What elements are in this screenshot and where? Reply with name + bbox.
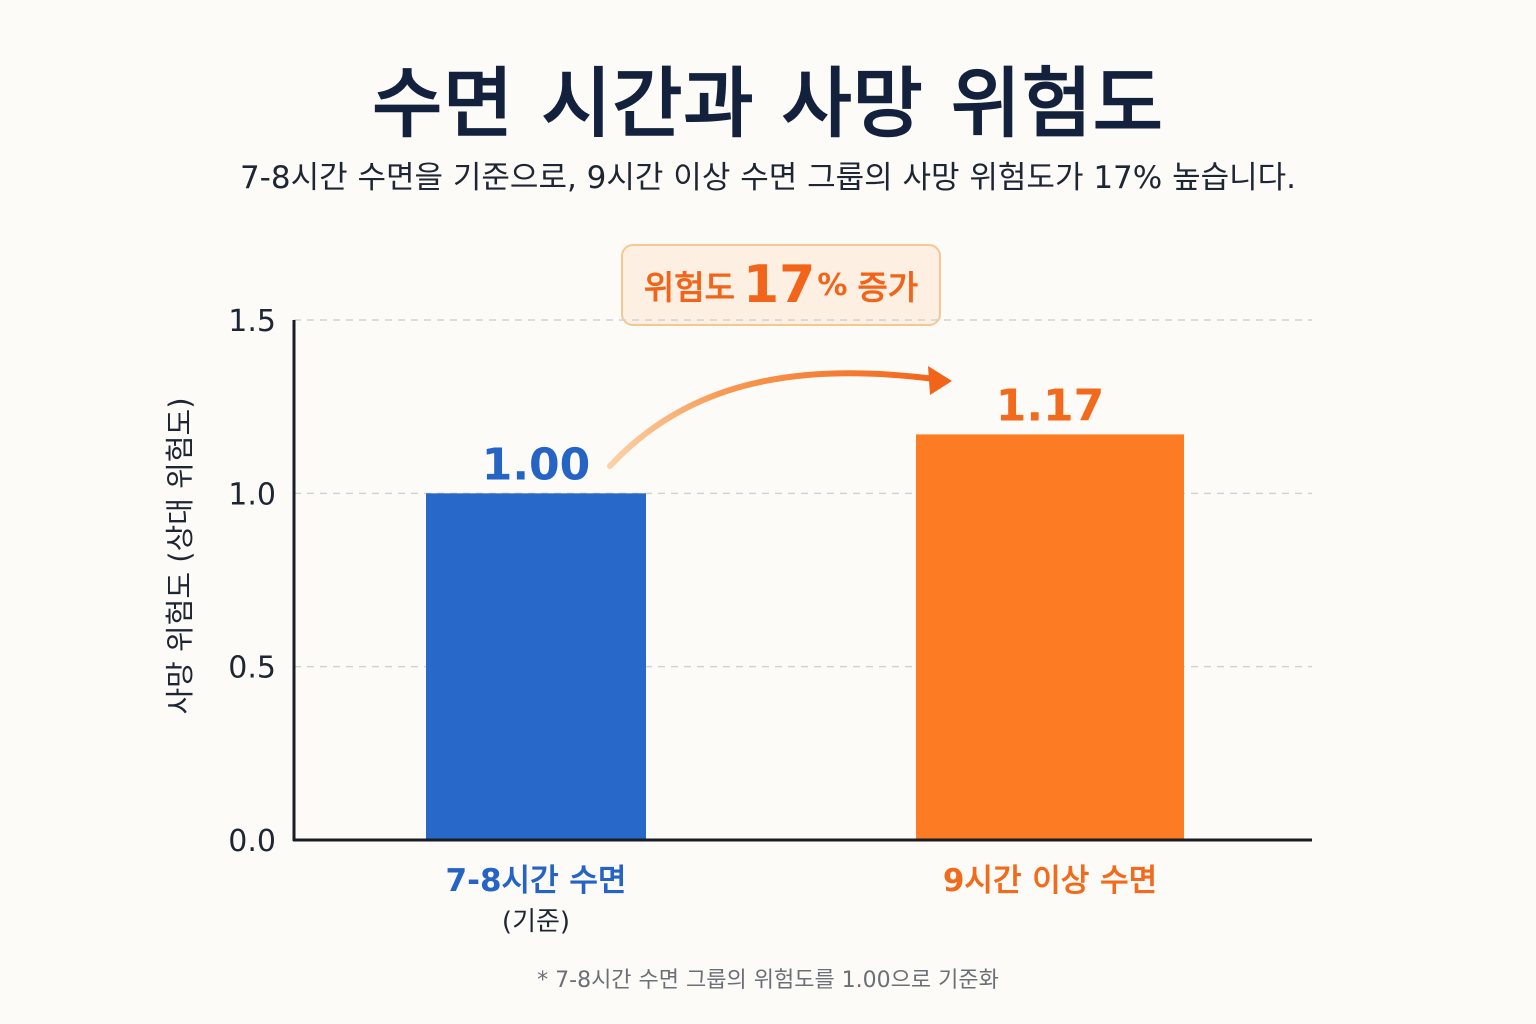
- category-label: 7-8시간 수면: [446, 863, 627, 899]
- page-subtitle: 7-8시간 수면을 기준으로, 9시간 이상 수면 그룹의 사망 위험도가 17…: [239, 160, 1297, 196]
- increase-badge: 위험도 17 % 증가: [621, 244, 941, 326]
- y-tick-label: 1.5: [228, 304, 276, 339]
- badge-suffix: 증가: [857, 268, 919, 307]
- footnote: * 7-8시간 수면 그룹의 위험도를 1.00으로 기준화: [537, 968, 999, 993]
- axes: [292, 320, 1312, 842]
- bar-2: [916, 434, 1184, 839]
- y-tick-label: 1.0: [228, 477, 276, 512]
- y-tick-label: 0.5: [228, 651, 276, 686]
- value-label: 1.17: [996, 380, 1105, 431]
- bar-1: [426, 493, 646, 839]
- increase-arrow: [607, 366, 952, 469]
- value-label: 1.00: [482, 439, 591, 490]
- badge-percent: %: [817, 267, 848, 303]
- y-axis-label: 사망 위험도 (상대 위험도): [163, 397, 197, 714]
- arrowhead-icon: [928, 366, 952, 395]
- bars: [426, 434, 1184, 839]
- category-label: 9시간 이상 수면: [943, 863, 1157, 899]
- labels: 0.0 0.5 1.0 1.5 사망 위험도 (상대 위험도) 1.00 7-8시간 수면 (…: [163, 304, 1157, 937]
- y-tick-label: 0.0: [228, 824, 276, 859]
- arrow-curve: [607, 370, 938, 469]
- page-title: 수면 시간과 사망 위험도: [372, 59, 1164, 148]
- category-sublabel: (기준): [502, 907, 570, 937]
- badge-number: 17: [742, 255, 816, 315]
- badge-prefix: 위험도: [643, 268, 735, 307]
